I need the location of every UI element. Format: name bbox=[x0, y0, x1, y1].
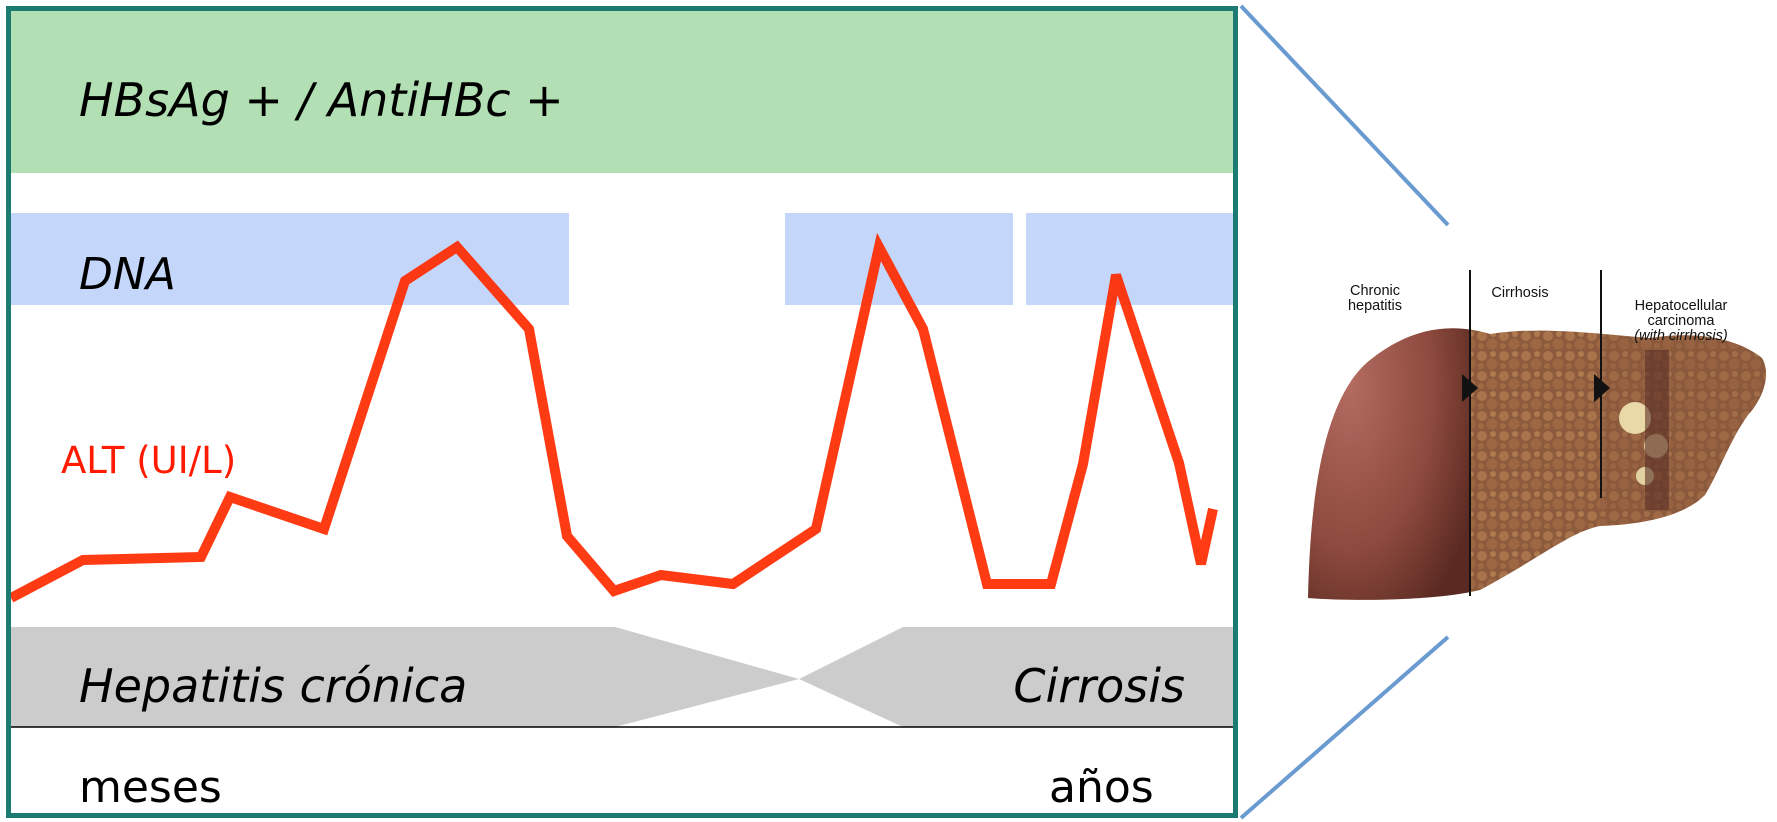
dna-band bbox=[1026, 213, 1233, 305]
serology-band bbox=[11, 11, 1233, 173]
stage-band-right bbox=[799, 627, 1233, 727]
zoom-line-top bbox=[1239, 4, 1450, 227]
caption-chronic-hepatitis: Chronic hepatitis bbox=[1347, 283, 1402, 314]
diagram-graphics bbox=[11, 232, 1233, 728]
stage-label-hepatitis: Hepatitis crónica bbox=[79, 659, 468, 713]
liver-drawing bbox=[1308, 270, 1767, 600]
caption-hcc-title: Hepatocellular carcinoma bbox=[1634, 298, 1728, 329]
time-label-years: años bbox=[1049, 762, 1154, 813]
zoom-line-bottom bbox=[1239, 635, 1450, 820]
alt-label: ALT (UI/L) bbox=[61, 439, 237, 482]
timeline-diagram: HBsAg + / AntiHBc + DNA ALT (UI/L) Hepat… bbox=[6, 6, 1238, 818]
caption-cirrhosis: Cirrhosis bbox=[1491, 285, 1549, 301]
caption-hcc-note: (with cirrhosis) bbox=[1634, 328, 1728, 344]
dna-band bbox=[11, 213, 569, 305]
dna-label: DNA bbox=[79, 249, 176, 300]
serology-label: HBsAg + / AntiHBc + bbox=[79, 73, 564, 127]
stage-label-cirrosis: Cirrosis bbox=[1013, 659, 1185, 713]
liver-illustration: Chronic hepatitis Cirrhosis Hepatocellul… bbox=[1300, 270, 1770, 605]
caption-hcc: Hepatocellular carcinoma (with cirrhosis… bbox=[1603, 284, 1759, 359]
arrow-icon bbox=[1594, 374, 1610, 402]
alt-curve bbox=[11, 232, 1218, 603]
time-label-months: meses bbox=[79, 762, 222, 813]
stage-band-left bbox=[11, 627, 799, 727]
arrow-icon bbox=[1462, 374, 1478, 402]
